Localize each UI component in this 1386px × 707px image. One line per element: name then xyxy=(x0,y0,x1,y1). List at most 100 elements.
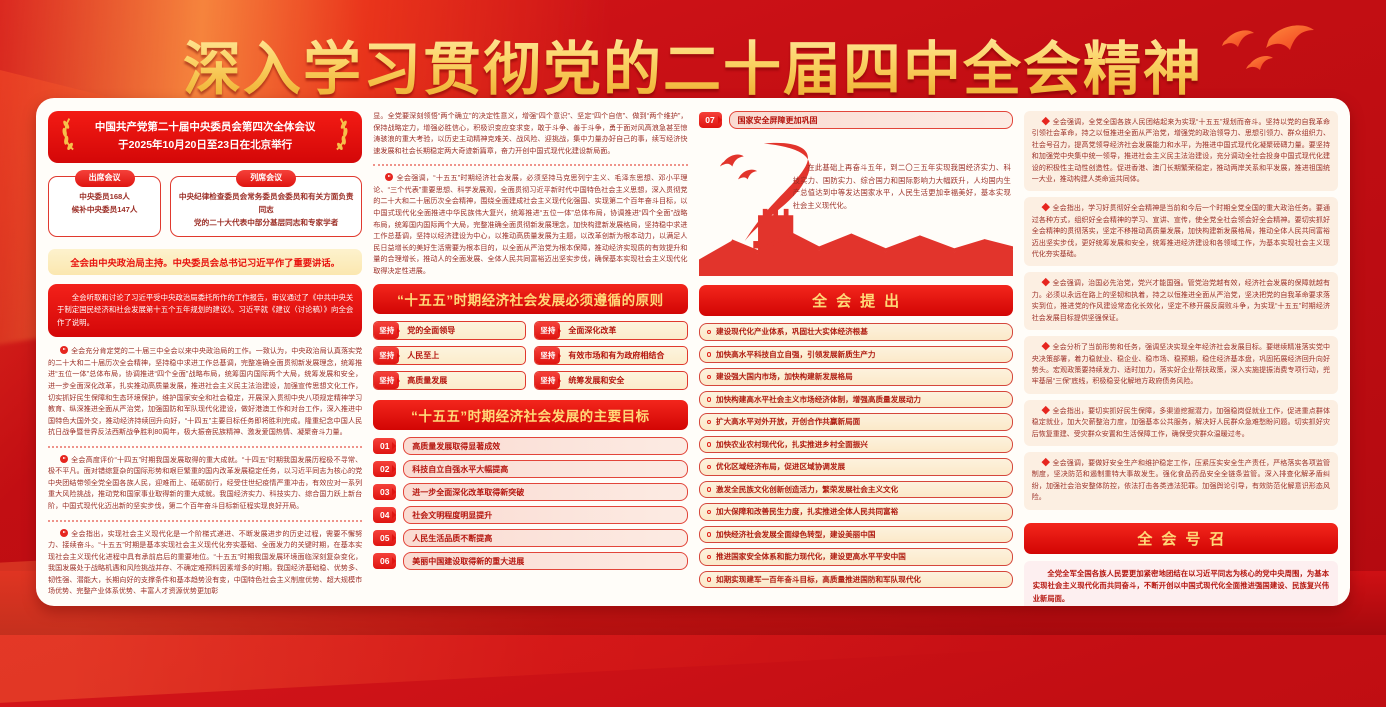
diamond-bullet-icon xyxy=(1041,116,1050,125)
ring-bullet-icon xyxy=(706,397,711,402)
right-paragraph-list: 全会强调，全党全国各族人民团结起来为实现“十五五”规划而奋斗。坚持以党的自我革命… xyxy=(1023,111,1338,516)
goal-number-badge: 06 xyxy=(373,553,397,570)
observe-line2: 党的二十大代表中部分基层同志和专家学者 xyxy=(194,218,339,228)
goal-number-badge: 07 xyxy=(698,112,722,128)
principle-keyword: 坚持 xyxy=(535,322,561,340)
body-paragraph: 全会高度评价“十四五”时期我国发展取得的重大成就。“十四五”时期我国发展历程极不… xyxy=(48,445,363,513)
diamond-bullet-icon xyxy=(1041,278,1050,287)
diamond-bullet-icon xyxy=(1041,405,1050,414)
goal-number-badge: 02 xyxy=(373,461,397,478)
principle-item: 坚持 全面深化改革 xyxy=(534,321,688,341)
proposal-item: 激发全民族文化创新创造活力，繁荣发展社会主义文化 xyxy=(698,480,1013,498)
proposals-list: 建设现代化产业体系，巩固壮大实体经济根基 加快高水平科技自立自强，引领发展新质生… xyxy=(698,323,1013,593)
observe-box: 列席会议 中央纪律检查委员会常务委员会委员和有关方面负责同志 党的二十大代表中部… xyxy=(170,169,363,237)
bullet-arrow-icon xyxy=(60,346,69,355)
ring-bullet-icon xyxy=(706,532,711,537)
proposal-item: 扩大高水平对外开放，开创合作共赢新局面 xyxy=(698,413,1013,431)
observe-tag: 列席会议 xyxy=(236,169,297,187)
diamond-bullet-icon xyxy=(1041,341,1050,350)
principles-banner: “十五五”时期经济社会发展必须遵循的原则 xyxy=(373,284,688,315)
body-paragraph: 全会指出，实现社会主义现代化是一个阶梯式递进、不断发展进步的历史过程，需要不懈努… xyxy=(48,519,363,598)
goal-item: 01 高质量发展取得显著成效 xyxy=(373,437,688,456)
principle-item: 坚持 人民至上 xyxy=(373,346,527,366)
goals-banner: “十五五”时期经济社会发展的主要目标 xyxy=(373,400,688,431)
ring-bullet-icon xyxy=(706,554,711,559)
session-line2: 于2025年10月20日至23日在北京举行 xyxy=(118,138,293,151)
vision-2035-text: 在此基础上再奋斗五年，到二〇三五年实现我国经济实力、科技实力、国防实力、综合国力… xyxy=(792,163,1011,210)
goal-number-badge: 05 xyxy=(373,530,397,547)
great-wall-illustration: 在此基础上再奋斗五年，到二〇三五年实现我国经济实力、科技实力、国防实力、综合国力… xyxy=(698,138,1013,276)
attend-line2: 候补中央委员147人 xyxy=(71,204,138,214)
principle-item: 坚持 党的全面领导 xyxy=(373,321,527,341)
host-note: 全会由中央政治局主持。中央委员会总书记习近平作了重要讲话。 xyxy=(48,248,363,275)
session-line1: 中国共产党第二十届中央委员会第四次全体会议 xyxy=(94,121,316,133)
laurel-icon xyxy=(336,118,348,151)
emphasis-paragraph: 全会强调，全党全国各族人民团结起来为实现“十五五”规划而奋斗。坚持以党的自我革命… xyxy=(1023,111,1338,192)
emphasis-paragraph: 全会指出，学习好贯彻好全会精神是当前和今后一个时期全党全国的重大政治任务。要通过… xyxy=(1023,197,1338,267)
proposal-item: 建设现代化产业体系，巩固壮大实体经济根基 xyxy=(698,323,1013,341)
content-panel: 中国共产党第二十届中央委员会第四次全体会议 于2025年10月20日至23日在北… xyxy=(36,98,1350,606)
laurel-icon xyxy=(62,118,74,151)
proposal-item: 加快高水平科技自立自强，引领发展新质生产力 xyxy=(698,345,1013,363)
proposals-banner: 全会提出 xyxy=(698,285,1013,316)
ring-bullet-icon xyxy=(706,577,711,582)
principle-item: 坚持 统筹发展和安全 xyxy=(534,371,688,391)
ring-bullet-icon xyxy=(706,329,711,334)
bullet-arrow-icon xyxy=(60,528,69,537)
diamond-bullet-icon xyxy=(1041,457,1050,466)
principle-keyword: 坚持 xyxy=(374,372,400,390)
goal-item: 02 科技自立自强水平大幅提高 xyxy=(373,460,688,479)
goal-item: 04 社会文明程度明显提升 xyxy=(373,506,688,525)
session-info-box: 中国共产党第二十届中央委员会第四次全体会议 于2025年10月20日至23日在北… xyxy=(48,111,363,163)
proposal-item: 推进国家安全体系和能力现代化，建设更高水平平安中国 xyxy=(698,548,1013,566)
left-paragraph-list: 全会充分肯定党的二十届三中全会以来中央政治局的工作。一致认为，中央政治局认真落实… xyxy=(48,346,363,598)
ring-bullet-icon xyxy=(706,487,711,492)
principle-item: 坚持 有效市场和有为政府相结合 xyxy=(534,346,688,366)
column-proposals: 07 国家安全屏障更加巩固 在此基础上再奋斗五年，到二〇三五年实现我国经济实力、… xyxy=(698,111,1013,593)
doves-icon xyxy=(1222,25,1314,70)
principle-keyword: 坚持 xyxy=(374,322,400,340)
emphasis-paragraph: 全会强调，治国必先治党，党兴才能国强。管党治党越有效，经济社会发展的保障就越有力… xyxy=(1023,272,1338,331)
emphasis-paragraph: 全会指出，要切实抓好民生保障，多渠道挖掘潜力，加强稳岗促就业工作，促进重点群体稳… xyxy=(1023,399,1338,446)
poster-title: 深入学习贯彻党的二十届四中全会精神 xyxy=(0,22,1386,106)
goal-number-badge: 04 xyxy=(373,507,397,524)
goal-number-badge: 01 xyxy=(373,438,397,455)
goal-item: 05 人民生活品质不断提高 xyxy=(373,529,688,548)
emphasis-paragraph: 全会分析了当前形势和任务，强调坚决实现全年经济社会发展目标。要继续精准落实党中央… xyxy=(1023,336,1338,394)
call-text: 全党全军全国各族人民要更加紧密地团结在以习近平同志为核心的党中央周围，为基本实现… xyxy=(1023,560,1338,606)
proposal-item: 加大保障和改善民生力度，扎实推进全体人民共同富裕 xyxy=(698,503,1013,521)
principle-keyword: 坚持 xyxy=(374,347,400,365)
proposal-item: 加快农业农村现代化，扎实推进乡村全面振兴 xyxy=(698,435,1013,453)
column-principles-goals: 显。全党要深刻领悟“两个确立”的决定性意义，增强“四个意识”、坚定“四个自信”、… xyxy=(373,111,688,593)
principles-grid: 坚持 党的全面领导 坚持 全面深化改革 坚持 人民至上 坚持 有效市场和有为政府… xyxy=(373,321,688,391)
goal-number-badge: 03 xyxy=(373,484,397,501)
report-summary-box: 全会听取和讨论了习近平受中央政治局委托所作的工作报告，审议通过了《中共中央关于制… xyxy=(48,283,363,338)
emphasis-paragraph: 全会强调，要做好安全生产和维护稳定工作，压紧压实安全生产责任，严格落实各项监管制… xyxy=(1023,451,1338,510)
ring-bullet-icon xyxy=(706,464,711,469)
body-paragraph: 全会充分肯定党的二十届三中全会以来中央政治局的工作。一致认为，中央政治局认真落实… xyxy=(48,346,363,437)
principle-item: 坚持 高质量发展 xyxy=(373,371,527,391)
attend-line1: 中央委员168人 xyxy=(79,191,130,201)
attend-box: 出席会议 中央委员168人 候补中央委员147人 xyxy=(48,169,162,237)
principle-keyword: 坚持 xyxy=(535,372,561,390)
ring-bullet-icon xyxy=(706,352,711,357)
column-implementation: 全会强调，全党全国各族人民团结起来为实现“十五五”规划而奋斗。坚持以党的自我革命… xyxy=(1023,111,1338,606)
proposal-item: 如期实现建军一百年奋斗目标，高质量推进国防和军队现代化 xyxy=(698,570,1013,588)
ring-bullet-icon xyxy=(706,419,711,424)
goals-list: 01 高质量发展取得显著成效 02 科技自立自强水平大幅提高 03 进一步全面深… xyxy=(373,437,688,575)
ring-bullet-icon xyxy=(706,442,711,447)
principle-keyword: 坚持 xyxy=(535,347,561,365)
attend-tag: 出席会议 xyxy=(74,169,135,187)
bullet-arrow-icon xyxy=(385,173,394,182)
bullet-arrow-icon xyxy=(60,454,69,463)
ring-bullet-icon xyxy=(706,374,711,379)
proposal-item: 加快经济社会发展全面绿色转型，建设美丽中国 xyxy=(698,525,1013,543)
body-paragraph: 全会强调，“十五五”时期经济社会发展，必须坚持马克思列宁主义、毛泽东思想、邓小平… xyxy=(373,164,688,277)
carry-over-paragraph: 显。全党要深刻领悟“两个确立”的决定性意义，增强“四个意识”、坚定“四个自信”、… xyxy=(373,112,688,155)
ring-bullet-icon xyxy=(706,509,711,514)
diamond-bullet-icon xyxy=(1041,203,1050,212)
attendance-row: 出席会议 中央委员168人 候补中央委员147人 列席会议 中央纪律检查委员会常… xyxy=(48,169,363,237)
great-wall-icon xyxy=(698,142,1013,276)
column-meeting-overview: 中国共产党第二十届中央委员会第四次全体会议 于2025年10月20日至23日在北… xyxy=(48,111,363,595)
goal-item: 03 进一步全面深化改革取得新突破 xyxy=(373,483,688,502)
